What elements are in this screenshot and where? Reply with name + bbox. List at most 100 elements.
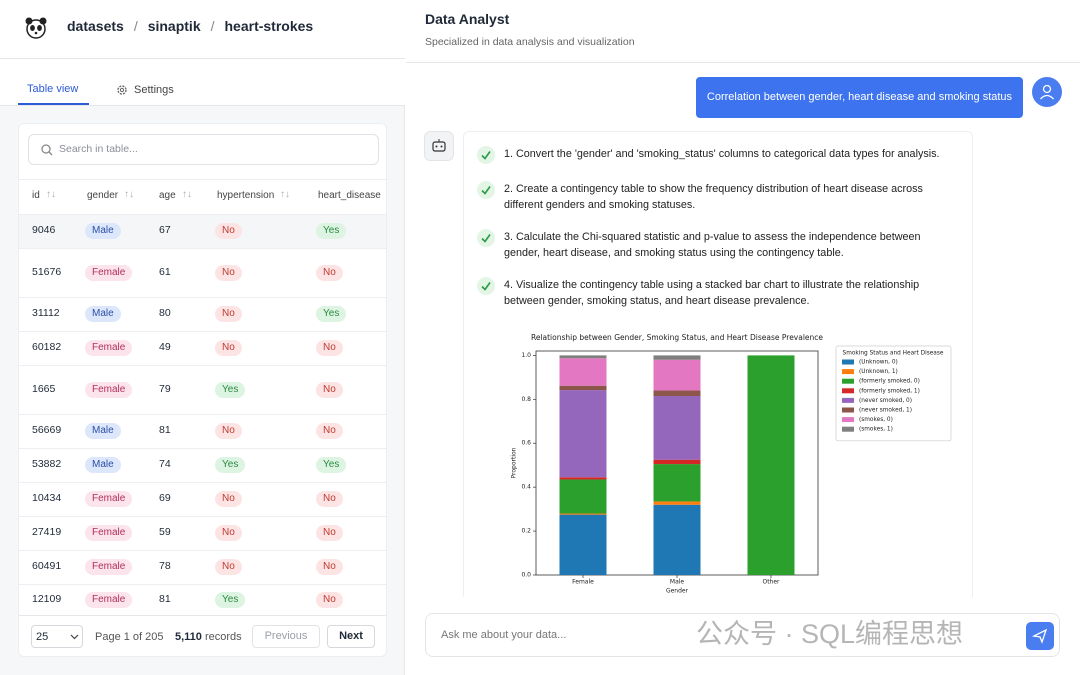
tab-settings[interactable]: Settings [134,84,174,96]
chevron [70,634,79,640]
badge: Female [85,381,133,398]
bar-segment [559,390,607,478]
badge: No [215,306,242,322]
bar-segment [559,479,607,514]
x-tick-label: Other [762,579,780,586]
x-axis-label: Gender [666,588,689,595]
legend-swatch [842,397,854,403]
separator: / [133,18,138,34]
column-header[interactable]: hypertension [217,190,275,201]
column-header[interactable]: id [32,190,40,201]
sort-icon: ↑↓ [280,189,290,200]
table-cell: 56669 [32,424,62,436]
bar-segment [653,459,701,465]
table-cell: 67 [159,224,171,236]
page-size: 25 [36,631,49,643]
separator: / [210,18,215,34]
column-header[interactable]: gender [87,190,119,201]
table-cell: 78 [159,560,171,572]
bar-segment [653,396,701,460]
step-text: 3. Calculate the Chi-squared statistic a… [504,231,921,259]
table-cell: 51676 [32,265,62,278]
table-cell: 10434 [32,492,62,504]
legend-label: (never smoked, 1) [859,408,912,414]
breadcrumb-item[interactable]: heart-strokes [224,18,314,34]
page-size-select[interactable]: 25 [31,625,83,648]
table-cell: 81 [159,424,171,436]
search-box[interactable]: Search in table... [28,134,379,165]
records-count: 5,110 [175,631,202,643]
check-icon [477,181,495,199]
badge: Yes [215,457,246,473]
check-icon [477,277,495,295]
tab-table-view[interactable]: Table view [27,83,79,95]
bar-segment [559,514,607,575]
chart-title: Relationship between Gender, Smoking Sta… [531,333,823,342]
legend-swatch [842,388,854,394]
logo [25,17,47,39]
check-icon [477,229,495,247]
page-info: Page 1 of 205 [95,631,164,643]
column-header[interactable]: age [159,190,176,201]
divider [0,58,405,59]
badge: Female [85,525,133,541]
legend-label: (Unknown, 1) [859,369,898,375]
bar-segment [559,513,607,515]
bar-segment [559,355,607,359]
divider [0,105,405,106]
badge: No [215,264,242,281]
chat-title: Data Analyst [425,11,510,27]
table-cell: 31112 [32,307,60,319]
breadcrumb: datasets / sinaptik / heart-strokes [67,18,313,34]
bar-segment [653,355,701,360]
y-tick-label: 0.2 [521,528,531,535]
input-placeholder: Ask me about your data... [441,629,567,641]
breadcrumb-item[interactable]: sinaptik [147,18,201,34]
input-area [406,597,1080,675]
badge: No [316,525,343,541]
bar-segment [559,385,607,391]
check-icon [477,146,495,164]
badge: Yes [215,381,246,398]
legend-label: (smokes, 1) [859,427,893,433]
left-panel: datasets / sinaptik / heart-strokes Table vi… [0,0,405,675]
table-card: Search in table... id ↑↓ gender ↑↓ age ↑↓ hype… [18,123,387,657]
legend-swatch [842,378,854,384]
badge: No [316,264,343,281]
table-cell: 80 [159,307,171,319]
search-icon [41,144,53,156]
breadcrumb-item[interactable]: datasets [67,18,124,34]
bot-answer: Relationship between Gender, Smoking Sta… [463,131,973,601]
table-cell: 59 [159,526,171,538]
previous-button[interactable]: Previous [252,625,320,648]
y-tick-label: 1.0 [521,352,531,359]
chat-input[interactable]: Ask me about your data... [425,613,1060,657]
chat-subtitle: Specialized in data analysis and visuali… [425,36,635,48]
badge: Yes [316,223,347,239]
legend-swatch [842,417,854,423]
step-text: 1. Convert the 'gender' and 'smoking_sta… [504,148,940,160]
badge: No [316,559,343,575]
next-button[interactable]: Next [327,625,375,648]
chart: Relationship between Gender, Smoking Sta… [511,333,952,595]
y-tick-label: 0.8 [521,396,531,403]
step-text: 2. Create a contingency table to show th… [504,183,923,211]
gear-icon [117,85,127,95]
column-header[interactable]: heart_disease [318,190,381,201]
table-cell: 49 [159,341,171,353]
y-tick-label: 0.6 [521,440,531,447]
legend-label: (formerly smoked, 1) [859,388,920,394]
sort-icon: ↑↓ [182,189,192,200]
send-button[interactable] [1026,622,1054,650]
legend-label: (smokes, 0) [859,417,893,423]
table-cell: 74 [159,458,171,470]
badge: Yes [215,592,246,608]
legend-box [835,345,952,442]
legend-title: Smoking Status and Heart Disease [843,351,944,357]
tab-underline [18,103,89,105]
table-cell: 1665 [32,382,56,395]
legend-label: (never smoked, 0) [859,398,912,404]
badge: Female [85,559,133,575]
divider [406,62,1080,63]
badge: Female [85,340,133,356]
